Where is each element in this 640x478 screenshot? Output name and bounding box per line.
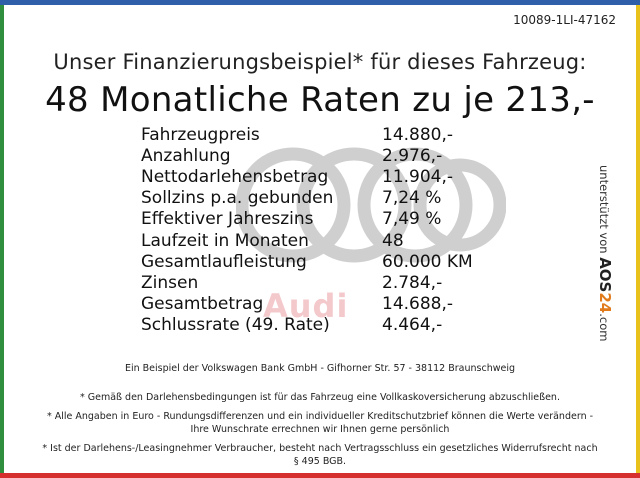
term-row: Gesamtlaufleistung 60.000 KM xyxy=(141,251,501,272)
financing-terms-table: Fahrzeugpreis 14.880,- Anzahlung 2.976,-… xyxy=(141,124,501,336)
sponsor-logo-suffix: .com xyxy=(597,313,611,342)
term-row: Sollzins p.a. gebunden 7,24 % xyxy=(141,188,501,209)
term-label: Laufzeit in Monaten xyxy=(141,230,309,251)
term-value: 11.904,- xyxy=(382,166,454,187)
sponsor-sidebar: unterstützt von AOS24.com xyxy=(596,165,625,355)
term-value: 14.688,- xyxy=(382,294,454,315)
term-row: Schlussrate (49. Rate) 4.464,- xyxy=(141,315,501,336)
bottom-border xyxy=(0,473,640,478)
term-value: 7,49 % xyxy=(382,209,442,230)
sponsor-text: unterstützt von AOS24.com xyxy=(596,165,614,341)
top-border xyxy=(0,0,640,5)
term-row: Zinsen 2.784,- xyxy=(141,272,501,293)
footnote: * Ist der Darlehens-/Leasingnehmer Verbr… xyxy=(42,443,598,467)
term-row: Effektiver Jahreszins 7,49 % xyxy=(141,209,501,230)
term-label: Nettodarlehensbetrag xyxy=(141,166,329,187)
term-value: 2.976,- xyxy=(382,145,443,166)
left-border xyxy=(0,5,4,473)
financing-subtitle: Unser Finanzierungsbeispiel* für dieses … xyxy=(53,50,587,74)
term-label: Effektiver Jahreszins xyxy=(141,209,314,230)
sponsor-logo-main: AOS xyxy=(596,257,614,293)
brand-rings-icon xyxy=(236,147,506,263)
term-label: Schlussrate (49. Rate) xyxy=(141,315,330,336)
term-value: 4.464,- xyxy=(382,315,443,336)
term-label: Anzahlung xyxy=(141,145,231,166)
term-label: Sollzins p.a. gebunden xyxy=(141,188,334,209)
term-label: Zinsen xyxy=(141,272,199,293)
term-value: 48 xyxy=(382,230,404,251)
term-value: 7,24 % xyxy=(382,188,442,209)
monthly-rate-headline: 48 Monatliche Raten zu je 213,- xyxy=(45,80,595,120)
sponsor-logo: AOS24 xyxy=(596,257,614,313)
reference-number: 10089-1LI-47162 xyxy=(513,13,616,27)
term-value: 60.000 KM xyxy=(382,251,473,272)
brand-watermark: Audi xyxy=(263,287,349,325)
right-border xyxy=(636,5,640,473)
term-label: Fahrzeugpreis xyxy=(141,124,260,145)
term-row: Fahrzeugpreis 14.880,- xyxy=(141,124,501,145)
footnotes: * Gemäß den Darlehensbedingungen ist für… xyxy=(40,391,600,474)
footnote: * Gemäß den Darlehensbedingungen ist für… xyxy=(80,392,560,403)
footnote: * Alle Angaben in Euro - Rundungsdiffere… xyxy=(46,411,594,435)
sponsor-prefix: unterstützt von xyxy=(597,165,611,254)
term-row: Anzahlung 2.976,- xyxy=(141,145,501,166)
term-row: Laufzeit in Monaten 48 xyxy=(141,230,501,251)
term-row: Nettodarlehensbetrag 11.904,- xyxy=(141,166,501,187)
sponsor-logo-accent: 24 xyxy=(596,292,614,314)
bank-line: Ein Beispiel der Volkswagen Bank GmbH - … xyxy=(124,363,515,374)
term-value: 2.784,- xyxy=(382,272,443,293)
term-label: Gesamtbetrag xyxy=(141,294,264,315)
term-row: Gesamtbetrag 14.688,- xyxy=(141,294,501,315)
term-label: Gesamtlaufleistung xyxy=(141,251,307,272)
term-value: 14.880,- xyxy=(382,124,454,145)
